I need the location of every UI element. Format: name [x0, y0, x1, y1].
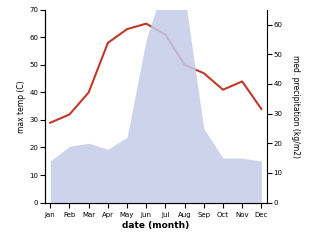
- Y-axis label: max temp (C): max temp (C): [17, 80, 26, 133]
- X-axis label: date (month): date (month): [122, 221, 190, 230]
- Y-axis label: med. precipitation (kg/m2): med. precipitation (kg/m2): [291, 55, 300, 158]
